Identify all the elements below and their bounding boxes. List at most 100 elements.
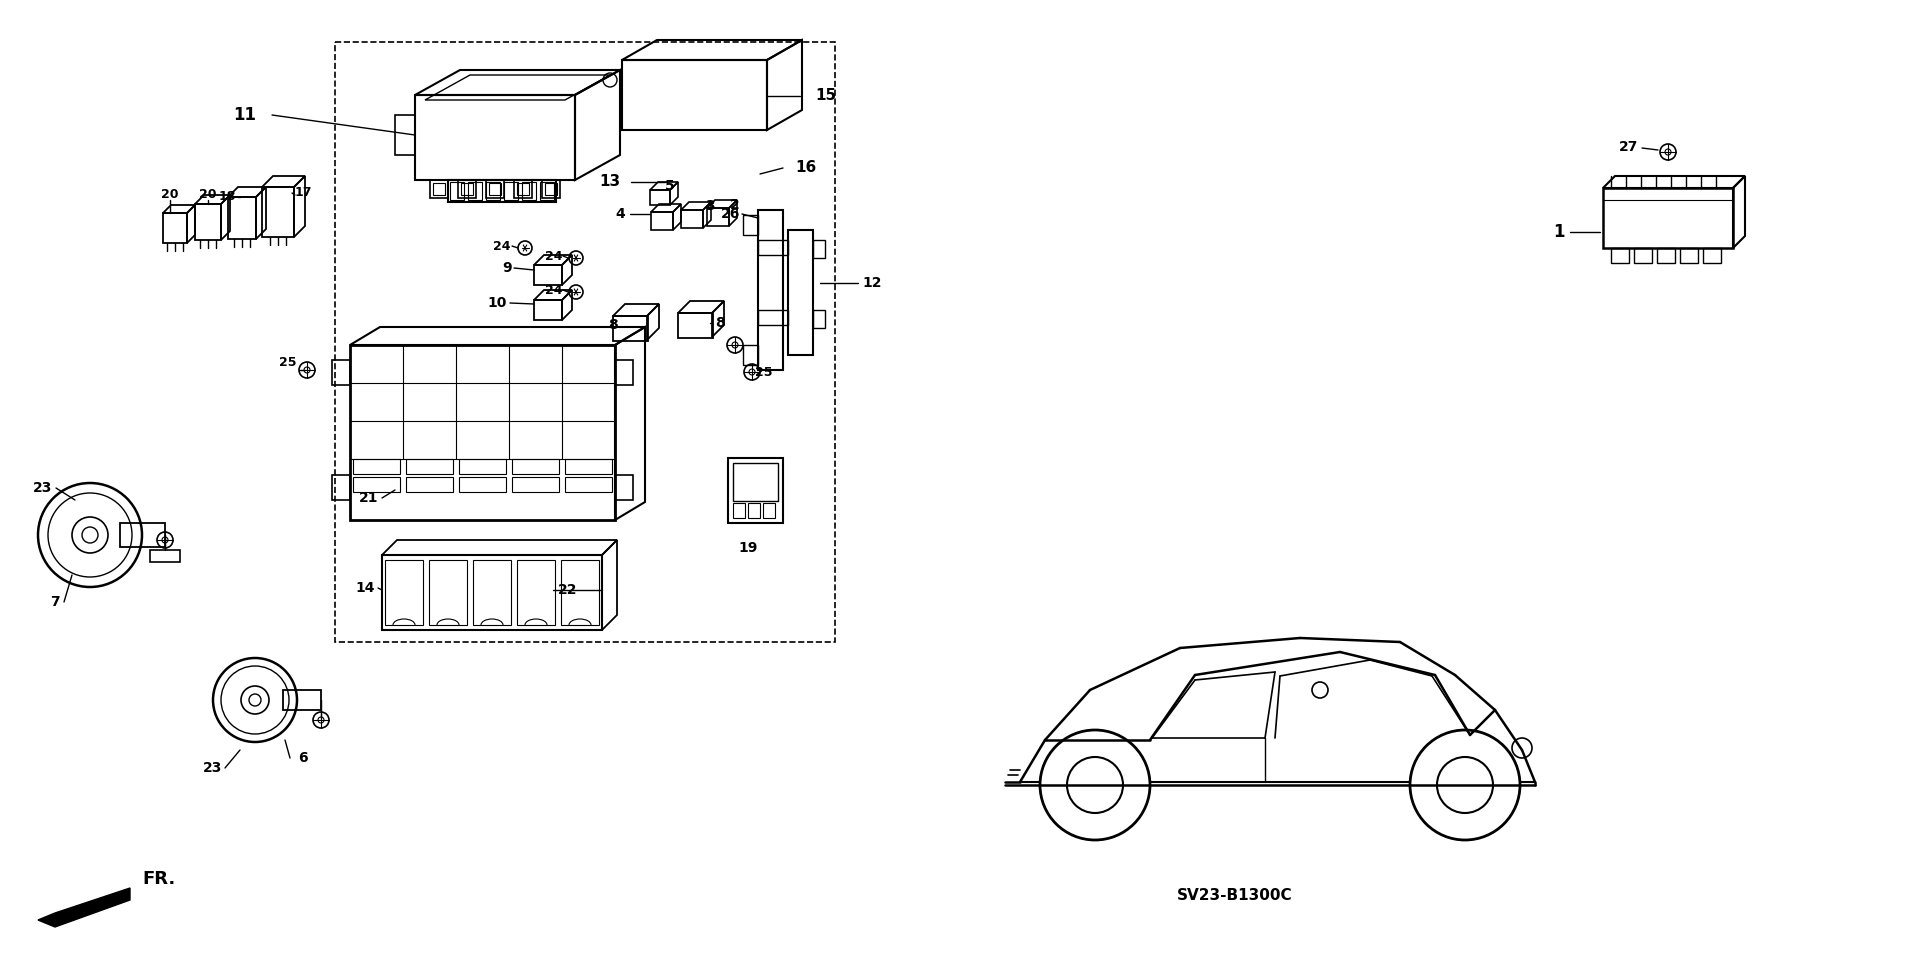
Bar: [758, 310, 787, 325]
Bar: [1657, 248, 1674, 263]
Bar: [743, 215, 758, 235]
Text: 16: 16: [795, 160, 816, 175]
Bar: [459, 458, 507, 474]
Bar: [1611, 248, 1628, 263]
Bar: [349, 345, 614, 520]
Bar: [540, 182, 555, 200]
Text: 24: 24: [545, 284, 563, 296]
Text: 19: 19: [739, 541, 758, 555]
Bar: [545, 183, 557, 195]
Text: 27: 27: [1619, 140, 1638, 154]
Text: 13: 13: [599, 175, 620, 190]
Bar: [472, 560, 511, 625]
Bar: [163, 213, 186, 243]
Bar: [332, 360, 349, 385]
Text: 15: 15: [814, 88, 835, 104]
Bar: [651, 212, 674, 230]
Bar: [614, 360, 634, 385]
Bar: [651, 190, 670, 205]
Bar: [1680, 248, 1697, 263]
Bar: [261, 187, 294, 237]
Text: 24: 24: [545, 249, 563, 263]
Bar: [228, 197, 255, 239]
Text: 26: 26: [720, 207, 739, 221]
Text: FR.: FR.: [142, 870, 175, 888]
Bar: [564, 477, 612, 492]
Bar: [707, 208, 730, 226]
Text: 20: 20: [200, 188, 217, 200]
Bar: [468, 182, 482, 200]
Text: 22: 22: [559, 583, 578, 597]
Bar: [513, 458, 559, 474]
Bar: [743, 345, 758, 365]
Text: 9: 9: [503, 261, 513, 275]
Bar: [534, 300, 563, 320]
Bar: [758, 210, 783, 370]
Bar: [405, 477, 453, 492]
Bar: [353, 477, 399, 492]
Bar: [1634, 248, 1651, 263]
Bar: [733, 463, 778, 501]
Bar: [196, 204, 221, 240]
Text: 23: 23: [33, 481, 52, 495]
Bar: [447, 180, 557, 202]
Text: 6: 6: [298, 751, 307, 765]
Text: 4: 4: [614, 207, 626, 221]
Text: 7: 7: [50, 595, 60, 609]
Bar: [513, 477, 559, 492]
Text: 24: 24: [493, 240, 511, 252]
Text: 5: 5: [664, 179, 674, 193]
Bar: [334, 42, 835, 642]
Text: 8: 8: [609, 318, 618, 332]
Bar: [1603, 188, 1734, 248]
Bar: [490, 183, 501, 195]
Bar: [728, 458, 783, 523]
Text: 2: 2: [730, 198, 739, 212]
Bar: [503, 182, 518, 200]
Bar: [332, 475, 349, 500]
Bar: [612, 316, 649, 341]
Text: 11: 11: [232, 106, 255, 124]
Bar: [541, 180, 561, 198]
Bar: [459, 477, 507, 492]
Bar: [515, 180, 532, 198]
Bar: [682, 210, 703, 228]
Bar: [614, 475, 634, 500]
Bar: [428, 560, 467, 625]
Bar: [561, 560, 599, 625]
Text: 25: 25: [755, 365, 772, 379]
Text: 20: 20: [161, 188, 179, 200]
Bar: [516, 560, 555, 625]
Bar: [386, 560, 422, 625]
Text: 8: 8: [714, 316, 724, 330]
Text: 21: 21: [359, 491, 378, 505]
Text: 10: 10: [488, 296, 507, 310]
Bar: [564, 458, 612, 474]
Bar: [812, 240, 826, 258]
Bar: [461, 183, 472, 195]
Bar: [534, 265, 563, 285]
Bar: [749, 503, 760, 518]
Bar: [396, 115, 415, 155]
Bar: [1703, 248, 1720, 263]
Bar: [762, 503, 776, 518]
Text: 12: 12: [862, 276, 881, 290]
Bar: [486, 180, 503, 198]
Bar: [787, 230, 812, 355]
Bar: [434, 183, 445, 195]
Bar: [382, 555, 603, 630]
Text: 18: 18: [219, 190, 236, 202]
Text: 3: 3: [705, 199, 714, 213]
Bar: [522, 182, 536, 200]
Text: 14: 14: [355, 581, 374, 595]
Bar: [282, 690, 321, 710]
Polygon shape: [38, 888, 131, 927]
Bar: [449, 182, 465, 200]
Text: 1: 1: [1553, 223, 1565, 241]
Bar: [150, 550, 180, 562]
Bar: [812, 310, 826, 328]
Bar: [353, 458, 399, 474]
Bar: [678, 313, 712, 338]
Bar: [459, 180, 476, 198]
Text: 23: 23: [204, 761, 223, 775]
